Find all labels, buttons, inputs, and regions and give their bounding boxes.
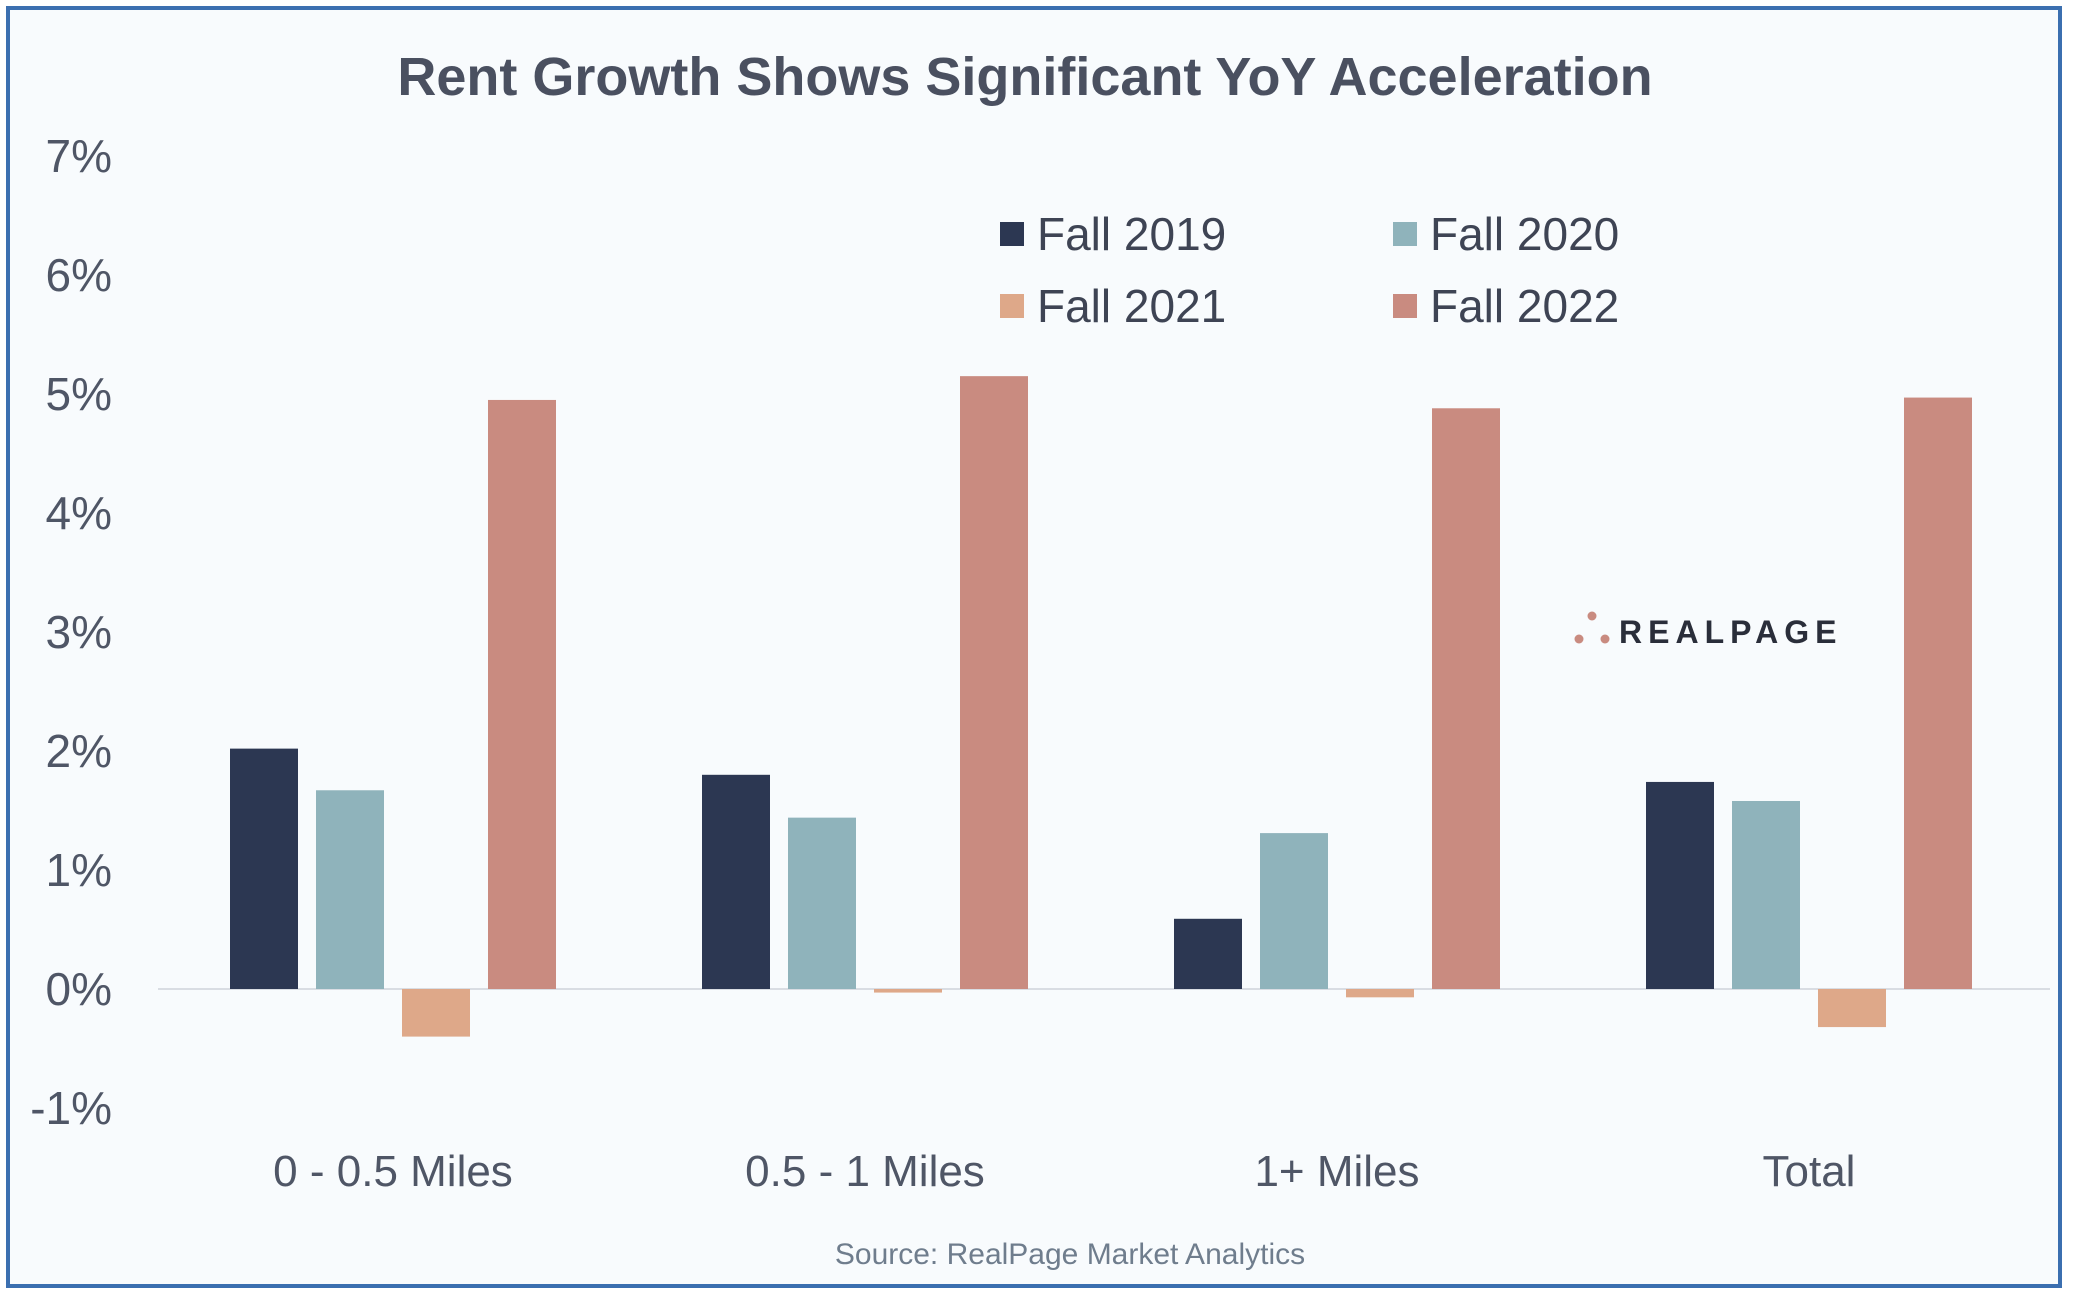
bar	[1174, 918, 1242, 989]
legend-label: Fall 2021	[1037, 280, 1226, 332]
bar	[1346, 989, 1414, 998]
y-tick-label: 7%	[46, 130, 112, 182]
legend-swatch	[1393, 294, 1417, 318]
y-tick-label: 5%	[46, 368, 112, 420]
legend-swatch	[1393, 222, 1417, 246]
bar	[1432, 408, 1500, 989]
x-axis: 0 - 0.5 Miles 0.5 - 1 Miles 1+ Miles Total	[273, 1147, 1855, 1196]
x-tick-label: 1+ Miles	[1254, 1147, 1419, 1196]
legend-label: Fall 2020	[1430, 208, 1619, 260]
legend: Fall 2019 Fall 2020 Fall 2021 Fall 2022	[1000, 208, 1619, 332]
bar	[1818, 989, 1886, 1028]
y-tick-label: 4%	[46, 487, 112, 539]
x-tick-label: 0 - 0.5 Miles	[273, 1147, 513, 1196]
bar	[316, 790, 384, 989]
legend-swatch	[1000, 294, 1024, 318]
bar	[488, 399, 556, 989]
legend-swatch	[1000, 222, 1024, 246]
x-tick-label: Total	[1763, 1147, 1856, 1196]
y-axis: 7% 6% 5% 4% 3% 2% 1% 0% -1%	[30, 130, 112, 1134]
realpage-logo-text: REALPAGE	[1619, 614, 1842, 650]
realpage-dots-icon	[1574, 611, 1610, 644]
bar	[1646, 781, 1714, 989]
bar	[788, 817, 856, 989]
bars-group	[230, 376, 1972, 1037]
bar	[874, 989, 942, 993]
y-tick-label: -1%	[30, 1082, 112, 1134]
bar	[1732, 800, 1800, 989]
y-tick-label: 6%	[46, 249, 112, 301]
y-tick-label: 1%	[46, 844, 112, 896]
chart-frame	[6, 6, 2062, 1288]
x-tick-label: 0.5 - 1 Miles	[745, 1147, 985, 1196]
legend-label: Fall 2019	[1037, 208, 1226, 260]
chart-title: Rent Growth Shows Significant YoY Accele…	[397, 47, 1652, 107]
bar	[1260, 833, 1328, 989]
bar	[230, 748, 298, 989]
bar	[702, 774, 770, 989]
y-tick-label: 3%	[46, 606, 112, 658]
y-tick-label: 0%	[46, 963, 112, 1015]
legend-label: Fall 2022	[1430, 280, 1619, 332]
source-note: Source: RealPage Market Analytics	[835, 1238, 1305, 1271]
y-tick-label: 2%	[46, 725, 112, 777]
realpage-logo: REALPAGE	[1574, 611, 1842, 650]
bar	[1904, 397, 1972, 989]
bar	[402, 989, 470, 1037]
bar	[960, 376, 1028, 989]
